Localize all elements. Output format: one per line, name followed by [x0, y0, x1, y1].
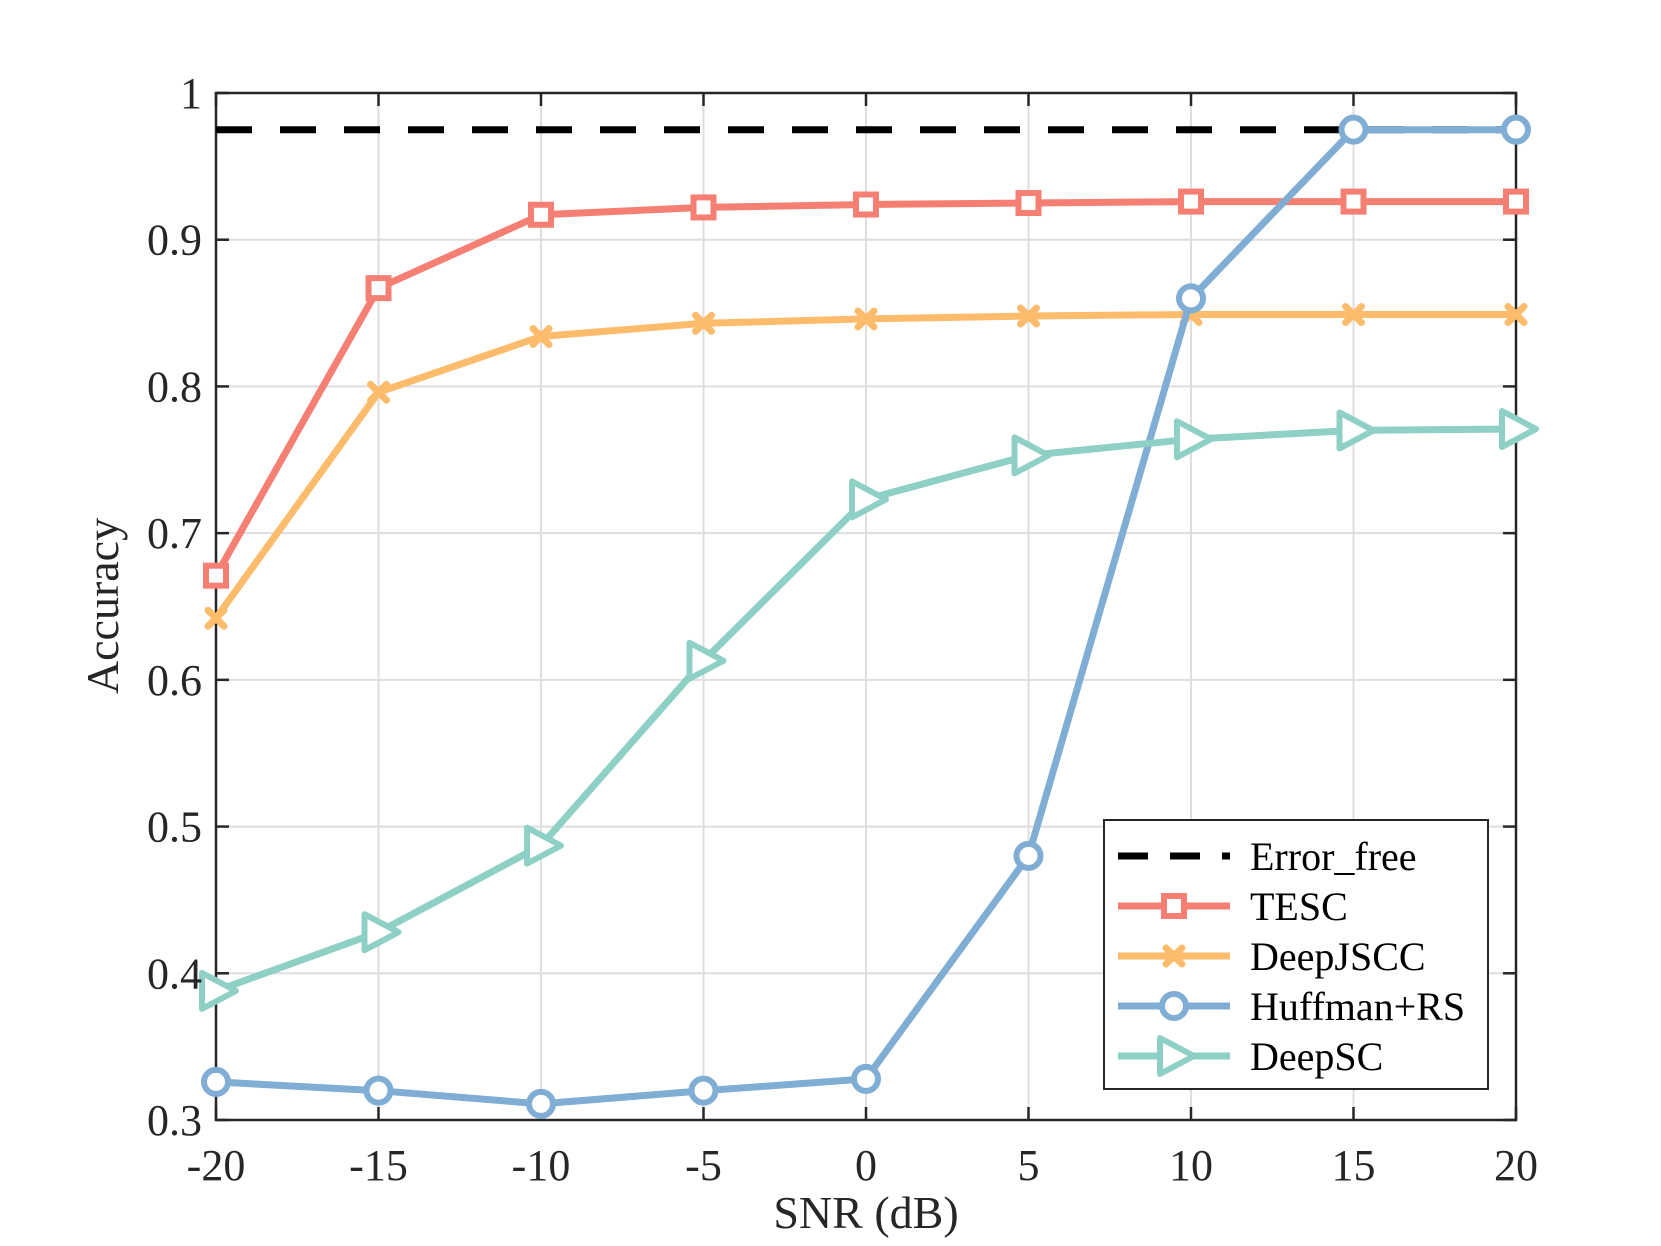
data-point [853, 191, 879, 218]
legend-marker [1161, 893, 1187, 919]
y-tick-label: 0.9 [147, 216, 202, 265]
legend-item: DeepSC [1118, 1034, 1383, 1079]
axis-ticks [214, 91, 1518, 1122]
x-tick-labels: -20 -15 -10 -5 0 5 10 15 20 [187, 1141, 1538, 1190]
data-point [1501, 114, 1531, 145]
data-point [692, 311, 715, 335]
y-tick-label: 1 [180, 69, 202, 118]
data-point [1499, 407, 1539, 450]
x-tick-label: -10 [512, 1141, 571, 1190]
x-tick-label: 5 [1018, 1141, 1040, 1190]
x-tick-label: 10 [1169, 1141, 1213, 1190]
y-tick-label: 0.8 [147, 362, 202, 411]
legend: Error_free TESC DeepJSCC Huffman+RS DeepSC [1103, 819, 1489, 1090]
data-point [199, 969, 239, 1012]
data-point [365, 275, 392, 302]
series [199, 114, 1539, 1119]
legend-marker [1159, 991, 1189, 1021]
legend-label: TESC [1250, 884, 1348, 929]
x-tick-label: -15 [349, 1141, 408, 1190]
x-tick-label: -20 [187, 1141, 246, 1190]
data-point [526, 1088, 556, 1119]
legend-item: Error_free [1118, 834, 1417, 879]
data-point [529, 325, 553, 349]
series-TESC [203, 188, 1529, 589]
data-point [524, 824, 564, 867]
data-point [1178, 188, 1204, 215]
y-tick-label: 0.5 [147, 803, 202, 852]
data-point [849, 478, 889, 521]
data-point [1174, 418, 1214, 461]
y-axis-title: Accuracy [77, 518, 128, 694]
data-point [1342, 303, 1365, 327]
x-axis-title: SNR (dB) [773, 1187, 958, 1238]
x-tick-label: 20 [1494, 1141, 1538, 1190]
x-tick-label: 0 [855, 1141, 877, 1190]
data-point [201, 1066, 231, 1097]
legend-label: DeepSC [1250, 1034, 1383, 1079]
legend-label: Error_free [1250, 834, 1417, 879]
legend-item: Huffman+RS [1118, 984, 1465, 1029]
x-tick-label: -5 [685, 1141, 722, 1190]
legend-item: DeepJSCC [1118, 934, 1426, 979]
y-tick-labels: 0.3 0.4 0.5 0.6 0.7 0.8 0.9 1 [147, 69, 202, 1145]
data-point [690, 194, 717, 221]
data-point [1503, 188, 1529, 215]
series-DeepSC [199, 407, 1539, 1012]
legend-item: TESC [1118, 884, 1348, 929]
data-point [854, 307, 878, 331]
data-point [1176, 283, 1206, 314]
data-point [1011, 434, 1052, 477]
data-point [361, 911, 402, 954]
data-point [528, 201, 554, 228]
data-point [203, 562, 229, 589]
data-point [1017, 304, 1040, 328]
y-tick-label: 0.4 [147, 949, 202, 998]
data-point [1015, 190, 1042, 217]
data-point [1338, 114, 1369, 145]
series-Huffman+RS [201, 114, 1531, 1119]
data-point [204, 606, 228, 630]
data-point [1504, 303, 1528, 327]
data-point [1013, 840, 1044, 871]
data-point [688, 1075, 719, 1106]
data-point [363, 1075, 394, 1106]
x-tick-label: 15 [1332, 1141, 1376, 1190]
legend-marker [1162, 944, 1186, 968]
legend-marker [1157, 1035, 1197, 1077]
data-point [1336, 409, 1377, 452]
data-point [686, 639, 727, 682]
data-point [851, 1063, 881, 1094]
data-point [1340, 188, 1367, 215]
y-tick-label: 0.3 [147, 1096, 202, 1145]
legend-label: DeepJSCC [1250, 934, 1426, 979]
data-point [367, 380, 390, 404]
y-tick-label: 0.6 [147, 656, 202, 705]
legend-label: Huffman+RS [1250, 984, 1465, 1029]
y-tick-label: 0.7 [147, 509, 202, 558]
